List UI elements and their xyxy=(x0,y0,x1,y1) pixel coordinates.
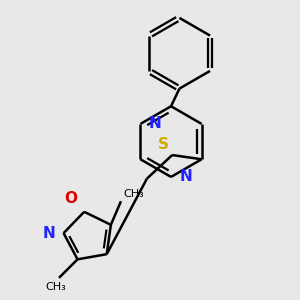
Text: N: N xyxy=(42,226,55,241)
Text: CH₃: CH₃ xyxy=(45,282,66,292)
Text: O: O xyxy=(64,191,77,206)
Text: N: N xyxy=(179,169,192,184)
Text: N: N xyxy=(149,116,162,131)
Text: CH₃: CH₃ xyxy=(124,189,144,199)
Text: S: S xyxy=(158,137,169,152)
